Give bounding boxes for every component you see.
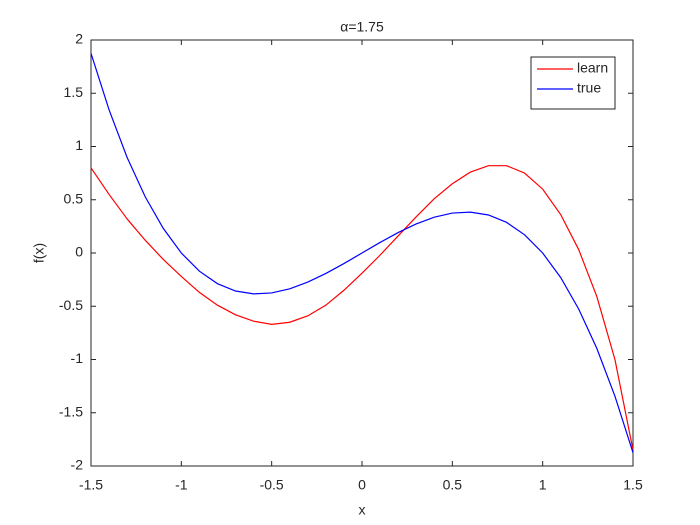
y-tick-label: 1.5 xyxy=(64,84,84,100)
y-tick-label: -1 xyxy=(71,350,84,366)
plot-frame xyxy=(90,39,634,467)
y-tick-label: 0.5 xyxy=(64,190,84,206)
y-axis-label: f(x) xyxy=(31,243,47,263)
x-tick-label: -0.5 xyxy=(260,477,284,493)
line-series xyxy=(90,165,634,451)
legend-label: learn xyxy=(577,60,608,76)
x-tick-label: 0.5 xyxy=(443,477,463,493)
line-series xyxy=(90,53,634,453)
x-tick-label: -1.5 xyxy=(79,477,103,493)
y-tick-label: -2 xyxy=(71,457,84,473)
x-tick-label: 1.5 xyxy=(623,477,643,493)
chart-title: α=1.75 xyxy=(340,19,384,35)
y-tick-label: -1.5 xyxy=(59,403,83,419)
x-tick-label: 1 xyxy=(539,477,547,493)
y-tick-label: -0.5 xyxy=(59,297,83,313)
x-tick-label: 0 xyxy=(358,477,366,493)
y-tick-label: 0 xyxy=(75,244,83,260)
x-axis-label: x xyxy=(359,502,366,518)
x-tick-label: -1 xyxy=(175,477,188,493)
y-tick-label: 1 xyxy=(75,137,83,153)
y-tick-label: 2 xyxy=(75,31,83,47)
legend-box xyxy=(530,56,616,110)
legend-label: true xyxy=(577,80,601,96)
